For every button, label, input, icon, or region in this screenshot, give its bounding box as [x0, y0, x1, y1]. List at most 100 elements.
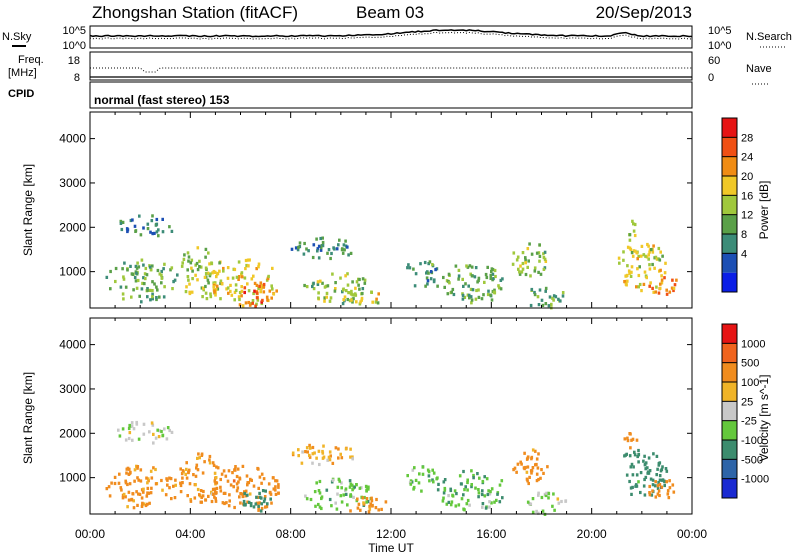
heatmap-cell — [197, 452, 200, 456]
heatmap-cell — [488, 505, 491, 509]
heatmap-cell — [475, 288, 478, 293]
heatmap-cell — [187, 471, 190, 475]
heatmap-cell — [107, 485, 111, 489]
heatmap-cell — [186, 494, 189, 498]
heatmap-cell — [317, 296, 320, 300]
heatmap-cell — [110, 481, 113, 485]
heatmap-cell — [629, 432, 632, 436]
heatmap-cell — [442, 491, 446, 495]
heatmap-cell — [626, 245, 630, 249]
heatmap-cell — [131, 492, 134, 496]
heatmap-cell — [427, 271, 430, 275]
heatmap-cell — [121, 220, 125, 224]
heatmap-cell — [483, 475, 486, 479]
heatmap-cell — [150, 219, 154, 223]
heatmap-cell — [328, 450, 332, 454]
heatmap-cell — [637, 273, 641, 278]
heatmap-cell — [521, 267, 525, 271]
heatmap-cell — [640, 244, 644, 248]
heatmap-cell — [417, 481, 421, 485]
heatmap-cell — [380, 507, 383, 511]
y-tick-label: 3000 — [59, 382, 86, 396]
heatmap-cell — [520, 270, 524, 274]
velocity-colorbar-label: Velocity [m s^-1] — [757, 375, 771, 462]
heatmap-cell — [160, 429, 163, 434]
heatmap-cell — [350, 292, 353, 296]
colorbar-swatch — [722, 362, 737, 382]
heatmap-cell — [149, 469, 153, 473]
heatmap-cell — [631, 485, 634, 489]
heatmap-cell — [659, 268, 662, 272]
heatmap-cell — [160, 273, 163, 277]
heatmap-cell — [660, 278, 664, 282]
heatmap-cell — [657, 489, 661, 493]
heatmap-cell — [339, 452, 342, 456]
heatmap-cell — [485, 275, 489, 280]
heatmap-cell — [365, 497, 369, 501]
heatmap-cell — [468, 296, 471, 300]
heatmap-cell — [255, 495, 258, 499]
heatmap-cell — [305, 446, 309, 450]
heatmap-cell — [634, 249, 637, 253]
heatmap-cell — [184, 290, 188, 294]
heatmap-cell — [524, 261, 527, 265]
heatmap-cell — [182, 257, 186, 261]
heatmap-cell — [560, 499, 563, 504]
heatmap-cell — [513, 466, 517, 470]
heatmap-cell — [524, 465, 527, 470]
heatmap-cell — [644, 467, 647, 471]
heatmap-cell — [629, 486, 633, 490]
heatmap-cell — [235, 275, 239, 279]
heatmap-cell — [260, 472, 264, 476]
heatmap-cell — [431, 468, 434, 472]
heatmap-cell — [526, 265, 529, 269]
heatmap-cell — [270, 296, 273, 300]
velocity-xaxis-ticks — [89, 318, 693, 514]
heatmap-cell — [237, 295, 241, 299]
heatmap-cell — [263, 495, 267, 499]
heatmap-cell — [135, 286, 139, 290]
heatmap-cell — [213, 487, 217, 491]
nave-tick-bottom: 0 — [708, 72, 714, 84]
heatmap-cell — [431, 478, 434, 482]
heatmap-cell — [161, 217, 164, 221]
heatmap-cell — [269, 490, 272, 494]
heatmap-cell — [209, 292, 212, 296]
heatmap-cell — [257, 486, 260, 490]
heatmap-cell — [256, 495, 260, 499]
heatmap-cell — [277, 491, 280, 495]
x-axis-ticklabels: 00:00 04:00 08:00 12:00 16:00 20:00 00:00 — [75, 527, 707, 541]
heatmap-cell — [186, 275, 190, 279]
heatmap-cell — [349, 493, 352, 497]
heatmap-cell — [113, 481, 117, 486]
heatmap-cell — [490, 267, 494, 271]
heatmap-cell — [312, 287, 316, 291]
heatmap-cell — [355, 280, 359, 284]
heatmap-cell — [626, 264, 629, 268]
heatmap-cell — [633, 450, 636, 454]
heatmap-cell — [631, 437, 635, 441]
heatmap-cell — [317, 449, 321, 453]
heatmap-cell — [251, 299, 255, 303]
heatmap-cell — [561, 294, 565, 298]
heatmap-cell — [470, 298, 474, 302]
heatmap-cell — [315, 456, 318, 460]
heatmap-cell — [423, 260, 427, 265]
heatmap-cell — [134, 279, 138, 283]
heatmap-cell — [204, 247, 208, 251]
heatmap-cell — [365, 488, 368, 492]
heatmap-cell — [490, 298, 494, 302]
heatmap-cell — [257, 262, 261, 266]
heatmap-cell — [544, 259, 548, 263]
heatmap-cell — [470, 469, 473, 473]
heatmap-cell — [466, 480, 469, 485]
station-title: Zhongshan Station (fitACF) — [92, 3, 298, 22]
heatmap-cell — [117, 428, 120, 432]
heatmap-cell — [199, 489, 203, 493]
heatmap-cell — [243, 290, 246, 295]
noise-sky-label: N.Sky — [2, 31, 32, 43]
heatmap-cell — [249, 502, 253, 506]
heatmap-cell — [314, 504, 317, 508]
heatmap-cell — [653, 266, 656, 270]
heatmap-cell — [533, 269, 537, 273]
